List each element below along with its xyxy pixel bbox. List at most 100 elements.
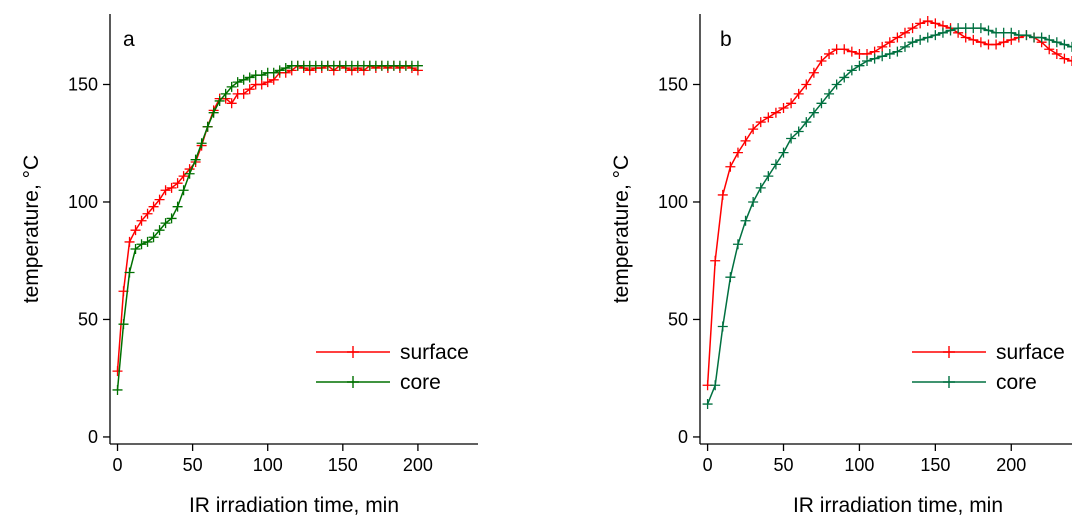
- data-point-surface: [130, 225, 141, 236]
- data-point-surface: [778, 102, 789, 113]
- data-point-surface: [824, 48, 835, 59]
- data-point-surface: [226, 98, 237, 109]
- data-point-core: [770, 159, 781, 170]
- data-point-surface: [816, 55, 827, 66]
- data-point-core: [190, 154, 201, 165]
- data-point-core: [710, 380, 721, 391]
- data-point-core: [1036, 32, 1047, 43]
- x-tick-label: 200: [996, 455, 1026, 475]
- data-point-surface: [148, 201, 159, 212]
- data-point-core: [208, 107, 219, 118]
- legend-label: core: [400, 371, 441, 394]
- data-point-surface: [725, 161, 736, 172]
- data-point-core: [816, 98, 827, 109]
- data-point-core: [748, 196, 759, 207]
- legend-entry-surface: surface: [316, 341, 469, 364]
- data-point-core: [148, 232, 159, 243]
- data-point-core: [884, 48, 895, 59]
- data-point-core: [124, 267, 135, 278]
- x-axis-title: IR irradiation time, min: [189, 494, 399, 517]
- data-point-core: [983, 25, 994, 36]
- legend-label: core: [996, 371, 1037, 394]
- y-tick-label: 150: [658, 74, 688, 94]
- data-point-core: [184, 168, 195, 179]
- data-point-surface: [899, 27, 910, 38]
- data-point-core: [869, 53, 880, 64]
- series-line-core: [116, 64, 418, 391]
- legend-entry-core: core: [316, 371, 441, 394]
- data-point-core: [154, 225, 165, 236]
- data-point-core: [142, 236, 153, 247]
- x-tick-label: 100: [844, 455, 874, 475]
- data-point-surface: [968, 34, 979, 45]
- data-point-core: [846, 65, 857, 76]
- data-point-surface: [801, 79, 812, 90]
- legend-entry-surface: surface: [912, 341, 1065, 364]
- data-point-surface: [1051, 48, 1062, 59]
- data-point-surface: [160, 185, 171, 196]
- y-tick-label: 50: [78, 309, 98, 329]
- data-point-core: [930, 30, 941, 41]
- data-point-surface: [786, 98, 797, 109]
- y-tick-label: 0: [678, 427, 688, 447]
- x-tick-label: 0: [113, 455, 123, 475]
- data-point-core: [130, 243, 141, 254]
- data-point-surface: [710, 255, 721, 266]
- data-point-core: [256, 70, 267, 81]
- data-point-core: [892, 46, 903, 57]
- data-point-surface: [166, 182, 177, 193]
- data-point-core: [1044, 34, 1055, 45]
- data-point-surface: [178, 171, 189, 182]
- data-point-surface: [717, 189, 728, 200]
- data-point-core: [778, 147, 789, 158]
- panel-label: a: [123, 28, 135, 51]
- data-point-surface: [846, 46, 857, 57]
- panel-label: b: [720, 28, 732, 51]
- data-point-core: [172, 201, 183, 212]
- legend-label: surface: [996, 341, 1065, 364]
- plot-area: [112, 60, 423, 395]
- data-point-core: [922, 32, 933, 43]
- legend-entry-core: core: [912, 371, 1037, 394]
- data-point-core: [763, 171, 774, 182]
- x-tick-label: 200: [403, 455, 433, 475]
- data-point-surface: [991, 39, 1002, 50]
- legend-marker: [347, 346, 359, 358]
- x-tick-label: 50: [773, 455, 793, 475]
- data-point-core: [118, 319, 129, 330]
- data-point-core: [975, 23, 986, 34]
- y-tick-label: 100: [68, 192, 98, 212]
- data-point-core: [824, 88, 835, 99]
- data-point-surface: [998, 37, 1009, 48]
- data-point-core: [915, 34, 926, 45]
- data-point-core: [899, 41, 910, 52]
- data-point-core: [178, 185, 189, 196]
- data-point-core: [854, 60, 865, 71]
- data-point-surface: [748, 124, 759, 135]
- data-point-core: [214, 95, 225, 106]
- data-point-core: [166, 213, 177, 224]
- plot-area: [702, 16, 1072, 410]
- x-tick-label: 150: [920, 455, 950, 475]
- data-point-surface: [732, 147, 743, 158]
- y-tick-label: 100: [658, 192, 688, 212]
- data-point-surface: [1067, 55, 1072, 66]
- data-point-core: [202, 121, 213, 132]
- data-point-core: [725, 272, 736, 283]
- data-point-surface: [124, 236, 135, 247]
- data-point-core: [808, 107, 819, 118]
- data-point-surface: [256, 79, 267, 90]
- data-point-surface: [839, 44, 850, 55]
- data-point-core: [793, 126, 804, 137]
- data-point-surface: [770, 107, 781, 118]
- data-point-surface: [793, 88, 804, 99]
- data-point-surface: [244, 84, 255, 95]
- data-point-core: [740, 215, 751, 226]
- data-point-core: [1006, 27, 1017, 38]
- data-point-core: [238, 74, 249, 85]
- data-point-core: [196, 138, 207, 149]
- data-point-core: [226, 81, 237, 92]
- data-point-core: [112, 384, 123, 395]
- data-point-surface: [172, 178, 183, 189]
